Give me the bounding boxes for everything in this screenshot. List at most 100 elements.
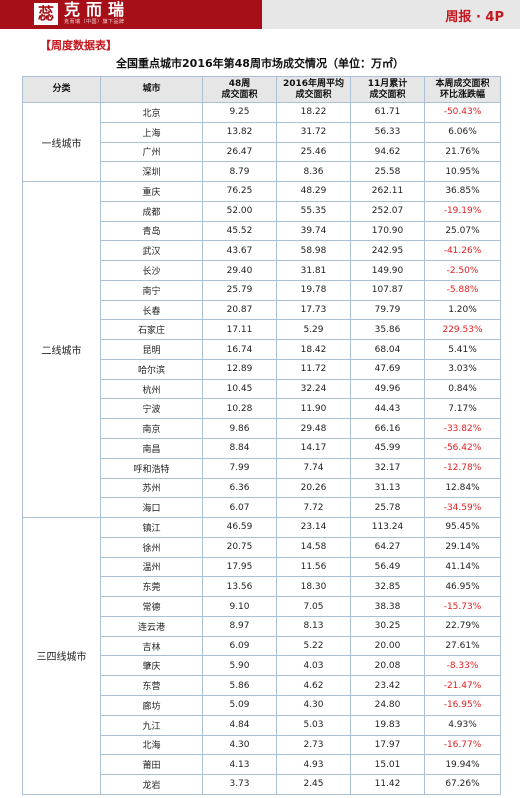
- cell-avg: 7.72: [276, 497, 351, 519]
- brand-logo-icon: 蕊: [34, 3, 58, 25]
- cell-week48: 5.86: [202, 675, 277, 696]
- table-row: 海口 6.07 7.72 25.78 -34.59%: [23, 497, 501, 519]
- cell-change: 12.84%: [424, 477, 501, 499]
- column-header: 分类: [22, 76, 101, 103]
- cell-nov: 49.96: [350, 378, 425, 400]
- city-tier-label: 一线城市: [22, 101, 101, 183]
- cell-week48: 29.40: [202, 260, 277, 281]
- cell-change: 67.26%: [424, 774, 501, 795]
- cell-city: 长春: [100, 299, 203, 321]
- cell-avg: 20.26: [276, 477, 351, 499]
- cell-city: 东莞: [100, 576, 203, 598]
- cell-nov: 31.13: [350, 477, 425, 499]
- cell-week48: 52.00: [202, 200, 277, 222]
- cell-change: 46.95%: [424, 576, 501, 598]
- cell-avg: 4.03: [276, 655, 351, 677]
- cell-avg: 55.35: [276, 200, 351, 222]
- cell-nov: 262.11: [350, 181, 425, 202]
- table-row: 南宁 25.79 19.78 107.87 -5.88%: [23, 279, 501, 301]
- cell-change: 0.84%: [424, 378, 501, 400]
- cell-city: 南京: [100, 418, 203, 440]
- cell-city: 东营: [100, 675, 203, 696]
- column-header: 本周成交面积 环比涨跌幅: [424, 76, 501, 103]
- cell-change: 29.14%: [424, 536, 501, 558]
- column-header: 2016年周平均 成交面积: [276, 76, 351, 103]
- table-row: 三四线城市 镇江 46.59 23.14 113.24 95.45%: [22, 517, 501, 795]
- cell-city: 廊坊: [100, 694, 203, 716]
- cell-avg: 14.58: [276, 536, 351, 558]
- issue-label: 周报 · 4P: [445, 10, 504, 25]
- table-row: 连云港 8.97 8.13 30.25 22.79%: [23, 615, 501, 637]
- cell-avg: 4.30: [276, 694, 351, 716]
- cell-week48: 5.09: [202, 694, 277, 716]
- cell-city: 昆明: [100, 339, 203, 360]
- cell-avg: 2.45: [276, 774, 351, 795]
- cell-avg: 19.78: [276, 279, 351, 301]
- cell-change: 27.61%: [424, 635, 501, 657]
- cell-change: -16.77%: [424, 734, 501, 756]
- cell-change: 229.53%: [424, 319, 501, 341]
- cell-change: -19.19%: [424, 200, 501, 222]
- cell-city: 深圳: [100, 161, 203, 183]
- table-row: 廊坊 5.09 4.30 24.80 -16.95%: [23, 694, 501, 716]
- cell-week48: 12.89: [202, 358, 277, 380]
- brand-name: 克而瑞: [64, 0, 131, 19]
- table-row: 南昌 8.84 14.17 45.99 -56.42%: [23, 438, 501, 459]
- cell-nov: 38.38: [350, 596, 425, 617]
- cell-avg: 4.62: [276, 675, 351, 696]
- cell-change: 5.41%: [424, 339, 501, 360]
- cell-nov: 242.95: [350, 240, 425, 262]
- cell-avg: 31.72: [276, 121, 351, 143]
- cell-city: 石家庄: [100, 319, 203, 341]
- cell-avg: 5.29: [276, 319, 351, 341]
- cell-avg: 11.72: [276, 358, 351, 380]
- cell-city: 吉林: [100, 635, 203, 657]
- cell-change: -8.33%: [424, 655, 501, 677]
- cell-city: 杭州: [100, 378, 203, 400]
- cell-city: 武汉: [100, 240, 203, 262]
- cell-change: -56.42%: [424, 438, 501, 459]
- table-row: 杭州 10.45 32.24 49.96 0.84%: [23, 378, 501, 400]
- table-row: 二线城市 重庆 76.25 48.29 262.11 36.85%: [22, 181, 501, 519]
- cell-city: 常德: [100, 596, 203, 617]
- cell-avg: 23.14: [276, 517, 351, 538]
- cell-week48: 8.84: [202, 438, 277, 459]
- cell-city: 莆田: [100, 754, 203, 776]
- cell-avg: 18.30: [276, 576, 351, 598]
- cell-nov: 47.69: [350, 358, 425, 380]
- cell-city: 九江: [100, 714, 203, 736]
- cell-city: 连云港: [100, 615, 203, 637]
- table-row: 东营 5.86 4.62 23.42 -21.47%: [23, 675, 501, 696]
- cell-change: -50.43%: [424, 102, 501, 123]
- cell-change: 6.06%: [424, 121, 501, 143]
- cell-nov: 113.24: [350, 517, 425, 538]
- cell-avg: 29.48: [276, 418, 351, 440]
- cell-nov: 11.42: [350, 774, 425, 795]
- column-header: 11月累计 成交面积: [350, 76, 425, 103]
- cell-avg: 5.22: [276, 635, 351, 657]
- cell-nov: 68.04: [350, 339, 425, 360]
- cell-city: 苏州: [100, 477, 203, 499]
- cell-avg: 11.56: [276, 556, 351, 578]
- cell-change: -34.59%: [424, 497, 501, 519]
- cell-week48: 25.79: [202, 279, 277, 301]
- cell-week48: 8.97: [202, 615, 277, 637]
- cell-change: 4.93%: [424, 714, 501, 736]
- cell-nov: 15.01: [350, 754, 425, 776]
- cell-week48: 4.30: [202, 734, 277, 756]
- cell-nov: 44.43: [350, 398, 425, 420]
- cell-nov: 45.99: [350, 438, 425, 459]
- cell-city: 南宁: [100, 279, 203, 301]
- table-row: 长沙 29.40 31.81 149.90 -2.50%: [23, 260, 501, 281]
- cell-change: 22.79%: [424, 615, 501, 637]
- cell-city: 肇庆: [100, 655, 203, 677]
- cell-week48: 4.13: [202, 754, 277, 776]
- cell-week48: 10.45: [202, 378, 277, 400]
- cell-nov: 23.42: [350, 675, 425, 696]
- cell-avg: 2.73: [276, 734, 351, 756]
- cell-city: 哈尔滨: [100, 358, 203, 380]
- cell-week48: 6.09: [202, 635, 277, 657]
- cell-change: -21.47%: [424, 675, 501, 696]
- cell-nov: 252.07: [350, 200, 425, 222]
- city-tier-label: 二线城市: [22, 181, 101, 519]
